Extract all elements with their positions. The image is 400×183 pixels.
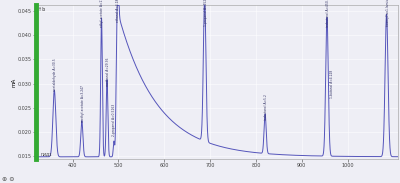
Text: ↑b: ↑b [38,7,45,12]
Text: 1-propanol A=452.0: 1-propanol A=452.0 [204,0,208,26]
Text: ⊕ ⊖: ⊕ ⊖ [2,177,14,182]
Text: 1-butanol A=4.228: 1-butanol A=4.228 [330,70,334,98]
Text: ethyl acetate A=113.1: ethyl acetate A=113.1 [100,0,104,27]
Text: isobutanol A=5.2: isobutanol A=5.2 [264,94,268,120]
Text: isobutanol A=450.3: isobutanol A=450.3 [326,0,330,27]
Text: methanol A=29.36: methanol A=29.36 [106,57,110,86]
Text: acetaldehyde A=30.5: acetaldehyde A=30.5 [53,58,57,91]
Text: 2-propanol A=0.5163: 2-propanol A=0.5163 [112,103,116,136]
Y-axis label: mA: mA [12,78,16,87]
Text: methyl acetate A=3.247: methyl acetate A=3.247 [81,85,85,122]
Text: ethanol A=4.1880006: ethanol A=4.1880006 [116,0,120,22]
Text: ПИД1: ПИД1 [40,153,52,157]
Text: isoamyl/iso1.lamiso: isoamyl/iso1.lamiso [386,0,390,26]
